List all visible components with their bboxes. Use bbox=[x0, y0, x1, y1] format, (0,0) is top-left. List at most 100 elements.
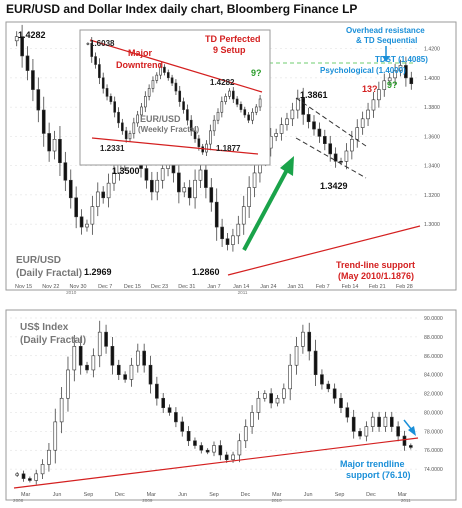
top-candle bbox=[52, 139, 57, 152]
inset-candle bbox=[140, 106, 143, 116]
bottom-x-tick-label: Mar bbox=[21, 492, 30, 498]
bottom-candle bbox=[161, 397, 166, 409]
top-y-tick-label: 1.3200 bbox=[424, 193, 440, 199]
inset-candle bbox=[216, 111, 220, 121]
inset-candle bbox=[132, 122, 136, 134]
top-candle bbox=[31, 70, 35, 90]
inset-candle bbox=[201, 146, 204, 153]
bottom-y-tick-label: 82.0000 bbox=[424, 392, 443, 398]
top-candle bbox=[20, 36, 24, 57]
bottom-candle bbox=[97, 331, 102, 357]
inset-candle bbox=[243, 109, 247, 116]
inset-candle bbox=[232, 90, 235, 100]
bottom-blue-arrow-head bbox=[408, 426, 416, 436]
inset-candle bbox=[121, 122, 124, 132]
top-x-tick-label: Nov 22 bbox=[42, 284, 59, 290]
top-candle bbox=[90, 206, 95, 225]
top-x-tick-label: Dec 23 bbox=[151, 284, 168, 290]
inset-candle bbox=[105, 88, 109, 97]
bottom-candle bbox=[383, 416, 388, 427]
top-candle bbox=[312, 121, 316, 130]
bottom-candle bbox=[332, 388, 337, 399]
top-x-tick-label: Feb 21 bbox=[369, 284, 386, 290]
bottom-candle bbox=[256, 397, 261, 413]
top-candle bbox=[393, 70, 397, 79]
bottom-candle bbox=[110, 346, 115, 366]
inset-label-1-1877: 1.1877 bbox=[216, 144, 241, 153]
inset-candle bbox=[224, 96, 227, 102]
top-candle bbox=[225, 238, 230, 245]
top-candle bbox=[177, 172, 181, 193]
bottom-candle bbox=[136, 350, 140, 366]
top-candle bbox=[182, 187, 187, 193]
inset-candle bbox=[189, 119, 193, 132]
bottom-x-tick-label: Mar bbox=[147, 492, 156, 498]
inset-candle bbox=[124, 130, 128, 140]
top-candle bbox=[377, 89, 381, 101]
inset-candle bbox=[86, 43, 90, 45]
bottom-candle bbox=[250, 412, 254, 427]
top-x-tick-label: Feb 28 bbox=[396, 284, 413, 290]
top-candle bbox=[220, 226, 224, 240]
bottom-candle bbox=[193, 440, 197, 446]
bottom-x-tick-label: Dec bbox=[366, 492, 376, 498]
inset-candle bbox=[151, 80, 155, 89]
triangle-upper-line bbox=[295, 97, 367, 147]
inset-label-1-6038: 1.6038 bbox=[90, 39, 115, 48]
inset-candle bbox=[186, 109, 189, 121]
inset-candle bbox=[109, 96, 113, 102]
bottom-candle bbox=[53, 421, 58, 451]
inset-candle bbox=[113, 101, 116, 113]
bottom-candle bbox=[345, 407, 350, 418]
bottom-candle bbox=[199, 445, 204, 451]
bottom-x-tick-label: Jun bbox=[53, 492, 62, 498]
bottom-candle bbox=[167, 407, 172, 413]
top-candle bbox=[209, 187, 214, 203]
bottom-candle bbox=[116, 364, 121, 375]
inset-candle bbox=[254, 106, 258, 113]
top-x-tick-label: Dec 15 bbox=[124, 284, 141, 290]
top-candle bbox=[323, 136, 327, 144]
bottom-candle bbox=[262, 393, 267, 399]
bottom-x-tick-label: Dec bbox=[115, 492, 125, 498]
inset-candle bbox=[220, 101, 224, 113]
top-candle bbox=[279, 124, 284, 134]
bottom-x-tick-label: Sep bbox=[209, 492, 219, 498]
weekly-inset: 1.6038 Major Downtrend 1.4282 EUR/USD (W… bbox=[79, 29, 271, 166]
inset-label-1-4282: 1.4282 bbox=[210, 78, 235, 87]
top-candle bbox=[241, 206, 246, 225]
top-candle bbox=[328, 143, 333, 155]
top-candle bbox=[285, 118, 289, 125]
inset-candle bbox=[209, 130, 212, 145]
label-td-sequential: & TD Sequential bbox=[356, 36, 417, 45]
inset-candle bbox=[228, 90, 231, 97]
top-candle bbox=[144, 168, 149, 181]
inset-candle bbox=[136, 114, 139, 124]
bottom-candle bbox=[142, 350, 146, 366]
inset-candle bbox=[174, 82, 178, 92]
bottom-candle bbox=[40, 464, 45, 475]
label-1-3429: 1.3429 bbox=[320, 181, 348, 191]
top-candle bbox=[252, 172, 257, 188]
bottom-panel: 90.0000 88.0000 86.0000 84.0000 82.0000 80.00… bbox=[5, 309, 457, 503]
top-candle bbox=[231, 235, 235, 245]
inset-support-line bbox=[91, 137, 259, 155]
top-candle bbox=[366, 109, 370, 120]
inset-candle bbox=[197, 138, 201, 148]
label-1-3500: 1.3500 bbox=[112, 166, 140, 176]
label-major-trendline-value: support (76.10) bbox=[346, 470, 411, 480]
top-candle bbox=[36, 89, 41, 111]
label-td-perfected: TD Perfected bbox=[205, 34, 261, 44]
top-y-tick-label: 1.3800 bbox=[424, 105, 440, 111]
top-candle bbox=[155, 179, 160, 193]
bottom-candle bbox=[288, 364, 292, 390]
bottom-y-tick-label: 88.0000 bbox=[424, 335, 443, 341]
top-candle bbox=[295, 97, 300, 111]
bottom-candle bbox=[212, 445, 216, 453]
bottom-candle bbox=[205, 449, 210, 453]
top-x-tick-label: Nov 15 bbox=[15, 284, 32, 290]
bottom-y-tick-label: 74.0000 bbox=[424, 467, 443, 473]
top-panel: 1.4200 1.4000 1.3800 1.3600 1.3400 1.3200 1.30… bbox=[5, 21, 457, 295]
top-candle bbox=[355, 127, 360, 140]
